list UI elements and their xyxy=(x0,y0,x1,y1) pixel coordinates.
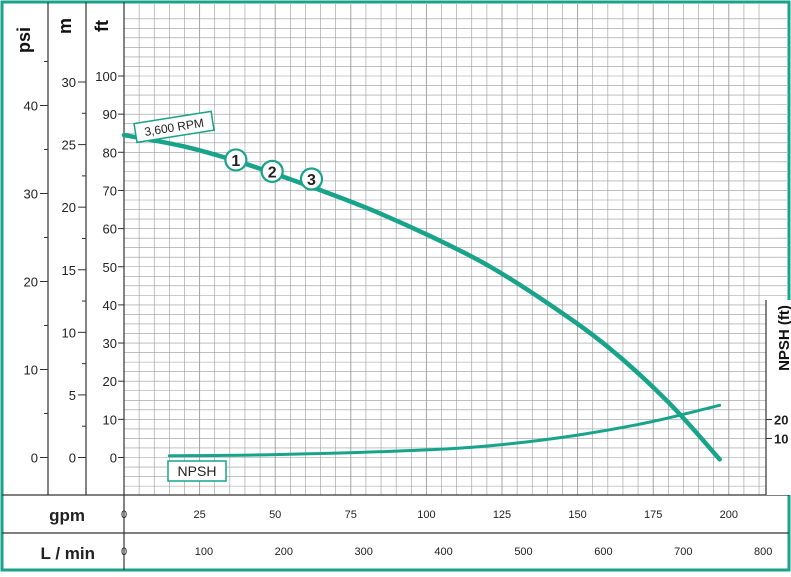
gpm-tick-label: 25 xyxy=(193,509,205,521)
lmin-tick-label: 800 xyxy=(754,546,772,558)
curve-marker-label: 1 xyxy=(231,153,240,170)
ft-tick-label: 100 xyxy=(95,69,117,84)
ft-tick-label: 50 xyxy=(103,260,117,275)
m-tick-label: 20 xyxy=(62,200,76,215)
curve-marker-circle xyxy=(260,159,284,183)
m-tick-label: 10 xyxy=(62,325,76,340)
psi-tick-label: 40 xyxy=(24,99,38,114)
grid xyxy=(123,4,787,495)
gpm-tick-label: 50 xyxy=(269,509,281,521)
psi-tick-label: 0 xyxy=(31,451,38,466)
series: 3,600 RPM NPSH xyxy=(121,110,722,482)
ft-tick-label: 60 xyxy=(103,222,117,237)
ft-tick-label: 20 xyxy=(103,374,117,389)
lmin-tick-label: 300 xyxy=(355,546,373,558)
curve-marker-circle xyxy=(224,148,248,172)
npsh-tick-label: 10 xyxy=(774,432,788,447)
m-axis-label: m xyxy=(55,18,75,34)
psi-tick-label: 20 xyxy=(24,275,38,290)
npsh-tick-label: 20 xyxy=(774,413,788,428)
gpm-tick-label: 175 xyxy=(644,509,662,521)
lmin-tick-label: 200 xyxy=(275,546,293,558)
m-tick-label: 5 xyxy=(69,388,76,403)
markers: 1 2 3 xyxy=(224,148,324,191)
npsh-label-box xyxy=(167,460,227,482)
rpm-label-group: 3,600 RPM xyxy=(133,110,215,144)
m-tick-label: 0 xyxy=(69,451,76,466)
m-tick-label: 25 xyxy=(62,138,76,153)
lmin-tick-label: 700 xyxy=(674,546,692,558)
curve-marker-label: 2 xyxy=(268,164,277,181)
psi-axis-label: psi xyxy=(14,27,34,53)
curve-marker-circle xyxy=(299,167,324,191)
lmin-tick-label: 500 xyxy=(514,546,532,558)
lmin-tick-label: 100 xyxy=(195,546,213,558)
gpm-tick-label: 100 xyxy=(417,509,435,521)
m-tick-label: 30 xyxy=(62,75,76,90)
lmin-tick-label: 0 xyxy=(121,546,127,558)
ft-tick-label: 80 xyxy=(103,145,117,160)
npsh-axis-box xyxy=(766,300,791,495)
gpm-scale-label: gpm xyxy=(49,506,85,525)
ft-tick-label: 90 xyxy=(103,107,117,122)
lmin-tick-label: 600 xyxy=(594,546,612,558)
gpm-tick-label: 75 xyxy=(345,509,357,521)
ft-tick-label: 70 xyxy=(103,183,117,198)
gpm-tick-label: 200 xyxy=(720,509,738,521)
ft-tick-label: 30 xyxy=(103,336,117,351)
ft-tick-label: 0 xyxy=(110,451,117,466)
curve-marker-label: 3 xyxy=(307,172,316,189)
ft-tick-label: 10 xyxy=(103,412,117,427)
lmin-scale-label: L / min xyxy=(41,544,95,563)
gpm-tick-label: 150 xyxy=(568,509,586,521)
ft-axis-label: ft xyxy=(92,20,112,32)
rpm-label-box xyxy=(133,110,215,144)
lmin-tick-label: 400 xyxy=(434,546,452,558)
npsh-series-label: NPSH xyxy=(178,463,217,479)
npsh-curve xyxy=(167,403,722,458)
psi-tick-label: 10 xyxy=(24,363,38,378)
psi-tick-label: 30 xyxy=(24,187,38,202)
m-tick-label: 15 xyxy=(62,263,76,278)
npsh-axis-label: NPSH (ft) xyxy=(776,305,791,371)
gpm-tick-label: 125 xyxy=(493,509,511,521)
ft-tick-label: 40 xyxy=(103,298,117,313)
gpm-tick-label: 0 xyxy=(121,509,127,521)
